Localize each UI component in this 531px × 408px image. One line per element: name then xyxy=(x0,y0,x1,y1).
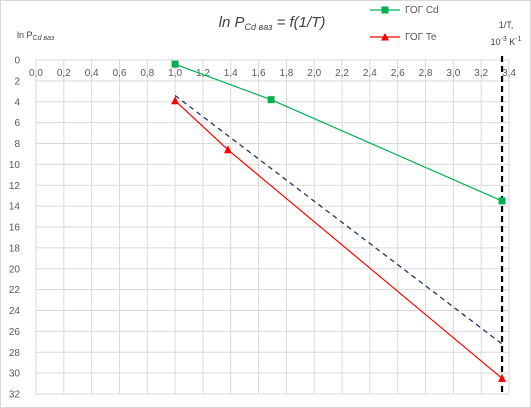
legend-te-marker xyxy=(381,33,389,41)
y-tick-label: 12 xyxy=(9,181,21,192)
x-axis-label-base: 10 xyxy=(491,37,501,47)
x-tick-label: 2,8 xyxy=(419,68,433,79)
y-tick-label: 0 xyxy=(14,56,20,67)
series-1-point-0 xyxy=(171,96,180,105)
x-tick-label: 3,0 xyxy=(446,68,460,79)
legend-cd-marker xyxy=(381,6,389,14)
x-tick-label: 3,4 xyxy=(502,68,516,79)
x-tick-label: 1,2 xyxy=(196,68,210,79)
legend-te-label: ГОГ Te xyxy=(405,32,437,43)
y-tick-label: 10 xyxy=(9,160,21,171)
y-tick-label: 20 xyxy=(9,264,21,275)
markers xyxy=(171,60,507,382)
legend: ГОГ Cd ГОГ Te xyxy=(370,5,439,43)
x-axis-label-sup1: -3 xyxy=(501,36,507,43)
y-tick-label: 26 xyxy=(9,327,21,338)
y-tick-label: 24 xyxy=(9,306,21,317)
series-1-point-2 xyxy=(498,373,507,382)
x-axis-label-sup2: -1 xyxy=(515,36,521,43)
y-tick-label: 2 xyxy=(14,76,20,87)
y-tick-label: 16 xyxy=(9,223,21,234)
y-tick-label: 6 xyxy=(14,118,20,129)
y-axis-label-main: ln P xyxy=(17,30,33,40)
x-tick-label: 0,6 xyxy=(113,68,127,79)
x-tick-label: 0,8 xyxy=(140,68,154,79)
x-axis-label-line1: 1/T, xyxy=(499,20,514,30)
y-axis-label: ln PCd вaз xyxy=(17,30,55,42)
x-tick-label: 3,2 xyxy=(474,68,488,79)
x-tick-label: 2,4 xyxy=(363,68,377,79)
x-tick-label: 1,4 xyxy=(224,68,238,79)
series-line-2 xyxy=(174,94,503,345)
x-tick-label: 2,6 xyxy=(391,68,405,79)
x-tick-label: 1,8 xyxy=(279,68,293,79)
y-tick-label: 18 xyxy=(9,243,21,254)
series-0-point-1 xyxy=(267,96,275,104)
y-tick-label: 32 xyxy=(9,390,21,401)
series-0-point-0 xyxy=(171,60,179,68)
x-tick-label: 1,6 xyxy=(252,68,266,79)
y-tick-label: 30 xyxy=(9,369,21,380)
y-tick-label: 28 xyxy=(9,348,21,359)
chart-title-sub: Cd вaз xyxy=(245,22,273,32)
x-axis-label-line2: 10-3 K-1 xyxy=(491,36,522,47)
y-tick-label: 14 xyxy=(9,202,21,213)
series-0-point-2 xyxy=(498,197,506,205)
x-tick-label: 0,0 xyxy=(29,68,43,79)
x-tick-label: 2,0 xyxy=(307,68,321,79)
y-tick-label: 8 xyxy=(14,139,20,150)
chart-title-rest: = f(1/T) xyxy=(272,14,325,31)
x-tick-label: 1,0 xyxy=(168,68,182,79)
y-tick-label: 22 xyxy=(9,285,21,296)
y-tick-label: 4 xyxy=(14,97,20,108)
grid xyxy=(35,59,510,395)
series-1-point-1 xyxy=(223,145,232,154)
x-tick-label: 0,4 xyxy=(85,68,99,79)
chart-title: ln PCd вaз = f(1/T) xyxy=(219,14,326,32)
x-tick-label: 0,2 xyxy=(57,68,71,79)
y-axis-label-sub: Cd вaз xyxy=(33,35,55,42)
legend-cd-label: ГОГ Cd xyxy=(405,5,439,16)
chart-title-main: ln P xyxy=(219,14,245,31)
x-tick-label: 2,2 xyxy=(335,68,349,79)
x-tick-labels: 0,0 0,2 0,4 0,6 0,8 1,0 1,2 1,4 1,6 1,8 2,0 2,2 2,4 2… xyxy=(29,68,516,79)
x-axis-label-mid: K xyxy=(507,37,516,47)
